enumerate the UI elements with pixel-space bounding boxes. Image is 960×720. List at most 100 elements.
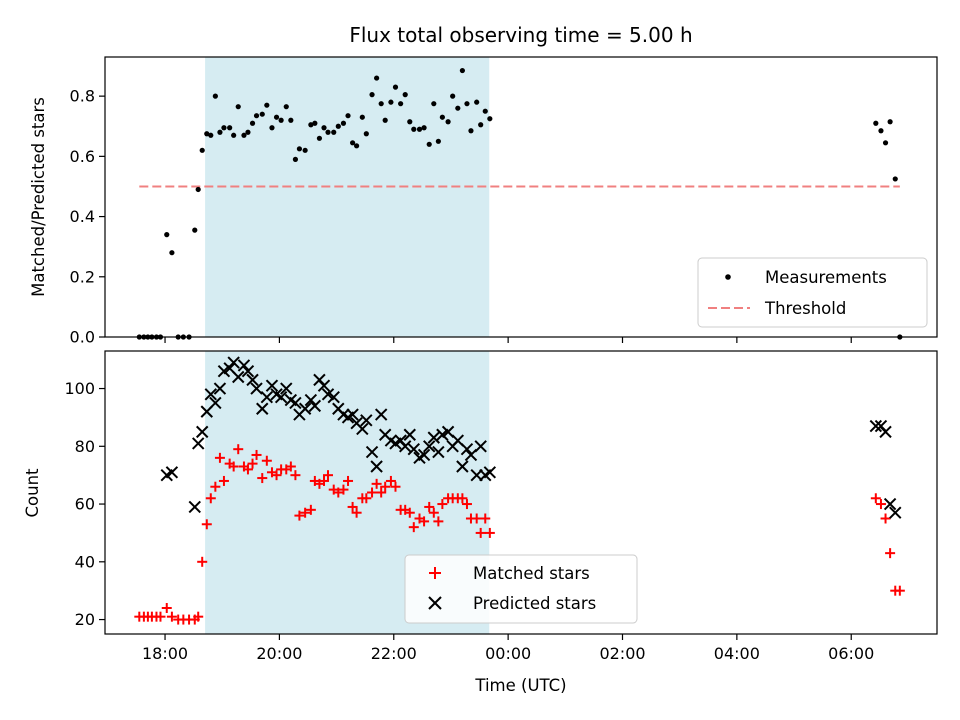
measurement-point: [264, 102, 270, 108]
predicted-star-point: [227, 356, 240, 369]
measurement-point: [283, 104, 289, 110]
y-tick-label: 0.6: [70, 147, 95, 166]
matched-star-point: [261, 455, 272, 466]
measurement-point: [349, 140, 356, 146]
bottom-panel: 20 40 60 80 100 18:00 20:00 22:00 00:00 02:00 04:…: [23, 350, 938, 695]
measurement-point: [335, 123, 341, 129]
matched-star-point: [201, 519, 212, 530]
matched-star-point: [437, 499, 448, 510]
legend-predicted-marker: [428, 596, 442, 610]
bottom-legend: Matched stars Predicted stars: [404, 554, 638, 624]
matched-star-point: [419, 516, 430, 527]
measurement-point: [325, 129, 331, 135]
y-tick-label: 80: [75, 437, 95, 456]
measurement-point: [421, 125, 427, 131]
measurement-point: [278, 117, 284, 123]
measurement-point: [363, 131, 369, 137]
predicted-star-point: [370, 460, 383, 473]
matched-star-point: [424, 501, 435, 512]
matched-star-point: [155, 611, 166, 622]
measurement-point: [892, 176, 898, 182]
measurement-point: [212, 93, 218, 99]
bottom-legend-box: [404, 554, 638, 624]
predicted-star-point: [209, 396, 222, 410]
x-tick-label: 22:00: [371, 644, 417, 663]
matched-star-point: [300, 507, 311, 518]
measurement-point: [253, 113, 260, 119]
measurement-point: [308, 122, 314, 128]
predicted-star-point: [256, 402, 269, 415]
measurement-point: [873, 120, 879, 126]
matched-star-point: [205, 493, 216, 504]
predicted-star-point: [241, 365, 255, 378]
matched-star-point: [197, 556, 208, 567]
matched-star-point: [371, 478, 382, 489]
measurement-point: [464, 101, 470, 107]
measurement-point: [273, 114, 280, 120]
matched-star-point: [228, 461, 239, 472]
matched-star-point: [338, 484, 349, 495]
top-y-axis-title: Matched/Predicted stars: [29, 97, 48, 297]
predicted-star-point: [360, 414, 373, 427]
measurement-point: [321, 125, 327, 131]
predicted-star-point: [879, 425, 892, 439]
top-legend-box: [697, 257, 928, 328]
measurement-point: [296, 146, 303, 152]
y-tick-label: 0.0: [70, 328, 95, 347]
predicted-star-point: [191, 437, 205, 450]
bottom-y-axis-title: Count: [23, 468, 42, 518]
matched-star-point: [367, 487, 378, 498]
matched-star-point: [385, 475, 396, 486]
matched-star-point: [433, 516, 444, 527]
top-shaded-interval: [205, 57, 490, 337]
measurement-point: [259, 111, 265, 117]
y-tick-label: 0.2: [70, 267, 95, 286]
bottom-matched-points: [134, 444, 905, 625]
predicted-star-point: [250, 382, 263, 395]
matched-star-point: [285, 461, 296, 472]
measurement-point: [445, 119, 451, 125]
matched-star-point: [193, 611, 204, 622]
matched-star-point: [428, 507, 439, 518]
measurement-point: [199, 147, 205, 153]
matched-star-point: [885, 548, 896, 559]
matched-star-point: [343, 475, 354, 486]
measurement-point: [474, 99, 480, 105]
measurement-point: [402, 92, 408, 98]
measurement-point: [269, 125, 275, 131]
predicted-star-point: [274, 390, 288, 404]
matched-star-point: [257, 473, 268, 484]
measurement-point: [431, 101, 437, 107]
legend-matched-marker: [429, 567, 441, 579]
matched-star-point: [305, 504, 316, 515]
measurement-point: [392, 84, 399, 90]
matched-star-point: [875, 499, 886, 510]
bottom-panel-frame: [104, 350, 938, 635]
predicted-star-point: [432, 445, 445, 459]
legend-measurements-label: Measurements: [765, 268, 887, 287]
matched-star-point: [380, 481, 391, 492]
measurement-point: [164, 232, 170, 238]
predicted-star-point: [456, 460, 469, 473]
measurement-point: [378, 101, 384, 107]
matched-star-point: [323, 470, 334, 481]
matched-star-point: [484, 527, 495, 538]
matched-star-point: [870, 493, 881, 504]
measurement-point: [426, 141, 432, 147]
predicted-star-point: [883, 497, 897, 511]
matched-star-point: [319, 475, 330, 486]
matched-star-point: [247, 458, 258, 469]
x-axis-title: Time (UTC): [474, 676, 566, 695]
measurement-point: [249, 120, 256, 126]
measurement-point: [882, 140, 889, 146]
measurement-point: [208, 132, 214, 138]
measurement-point: [288, 117, 294, 123]
predicted-star-point: [474, 440, 487, 453]
predicted-star-point: [464, 448, 478, 462]
matched-star-point: [166, 611, 177, 622]
matched-star-point: [404, 507, 415, 518]
predicted-star-point: [237, 359, 251, 372]
measurement-point: [482, 108, 488, 114]
matched-star-point: [480, 513, 491, 524]
measurement-point: [241, 132, 247, 138]
